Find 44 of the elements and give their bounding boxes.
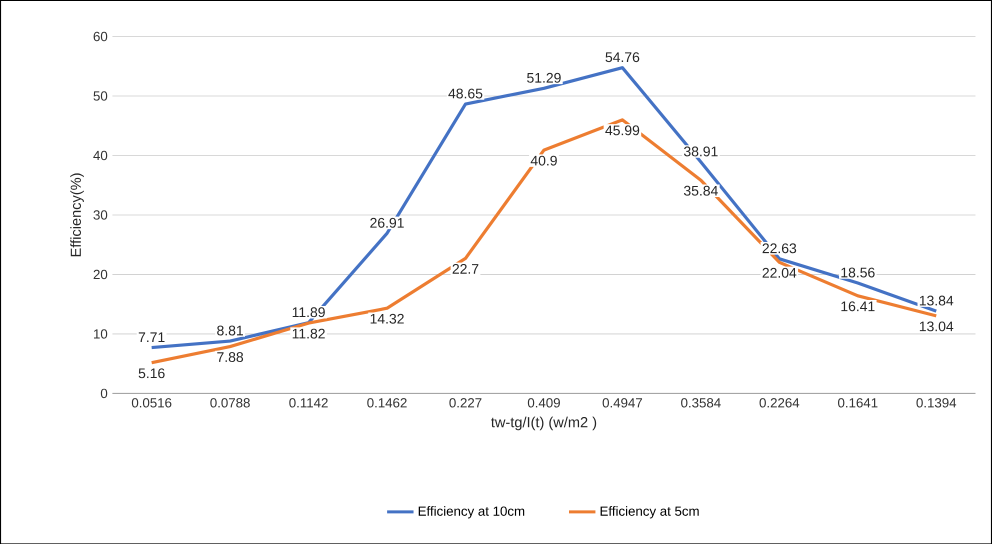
- data-label: 7.71: [138, 332, 165, 342]
- x-tick-label: 0.227: [449, 398, 482, 408]
- data-label: 22.63: [762, 243, 796, 254]
- y-axis-title: Efficiency(%): [70, 173, 84, 256]
- data-label: 48.65: [448, 88, 482, 98]
- y-tick-label: 0: [100, 388, 108, 398]
- data-label: 35.84: [684, 186, 718, 196]
- data-label: 11.89: [292, 307, 325, 317]
- legend-label: Efficiency at 5cm: [600, 506, 699, 518]
- data-label: 38.91: [684, 146, 718, 156]
- x-axis-title: tw-tg/I(t) (w/m2 ): [491, 416, 596, 430]
- data-label: 45.99: [605, 125, 640, 136]
- x-tick-label: 0.1142: [289, 398, 328, 408]
- data-label: 18.56: [841, 267, 875, 278]
- data-label: 22.04: [762, 268, 796, 278]
- x-tick-label: 0.1394: [916, 398, 956, 408]
- x-tick-label: 0.3584: [681, 398, 721, 408]
- x-tick-label: 0.0516: [132, 398, 172, 408]
- x-tick-label: 0.0788: [210, 398, 250, 408]
- data-label: 7.88: [217, 352, 244, 362]
- x-tick-label: 0.4947: [602, 398, 642, 408]
- y-tick-label: 50: [94, 91, 108, 100]
- data-label: 13.84: [920, 295, 954, 306]
- data-label: 14.32: [370, 314, 404, 324]
- y-tick-label: 20: [94, 270, 108, 279]
- legend-label: Efficiency at 10cm: [418, 506, 524, 518]
- x-tick-label: 0.1641: [838, 398, 878, 408]
- data-label: 26.91: [370, 218, 404, 228]
- data-label: 8.81: [217, 325, 243, 336]
- data-label: 54.76: [606, 52, 640, 62]
- data-label: 13.04: [920, 321, 954, 332]
- y-tick-label: 40: [93, 150, 108, 160]
- y-tick-label: 30: [93, 210, 108, 220]
- y-tick-label: 10: [94, 329, 108, 338]
- data-label: 22.7: [452, 264, 478, 274]
- x-tick-label: 0.409: [528, 398, 560, 408]
- data-label: 51.29: [527, 72, 561, 83]
- y-tick-label: 60: [94, 32, 108, 41]
- x-tick-label: 0.1462: [367, 398, 407, 408]
- x-tick-label: 0.2264: [760, 398, 800, 408]
- data-label: 5.16: [138, 368, 165, 378]
- data-label: 40.9: [530, 155, 557, 166]
- data-label: 16.41: [841, 301, 875, 312]
- data-label: 11.82: [292, 328, 325, 338]
